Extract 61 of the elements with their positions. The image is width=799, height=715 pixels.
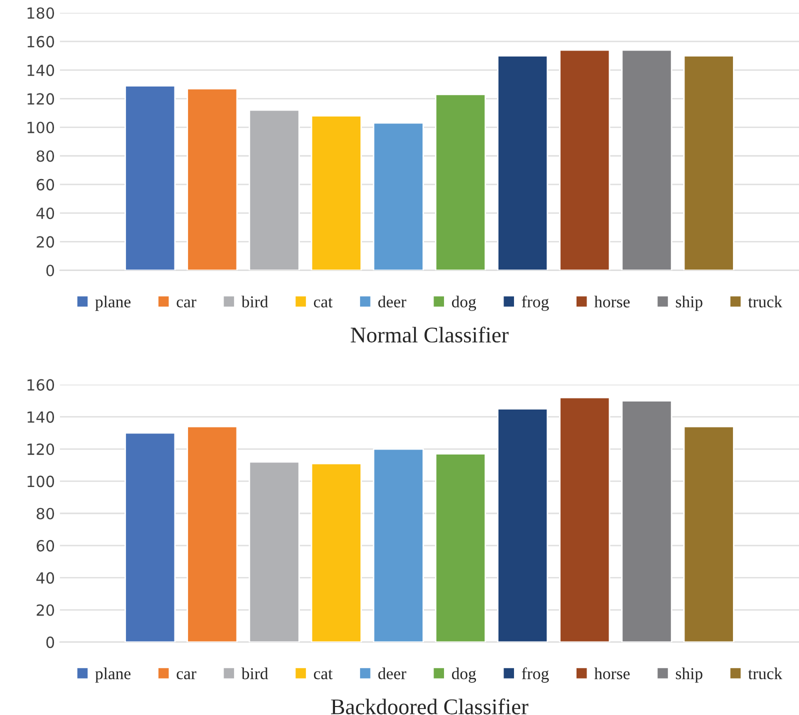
legend-label: frog <box>522 296 549 311</box>
y-tick-label: 160 <box>28 36 54 48</box>
legend-label: deer <box>378 296 406 308</box>
y-tick-label: 80 <box>36 150 54 162</box>
bar <box>310 115 362 270</box>
y-tick-label: 100 <box>28 476 54 488</box>
legend-label: ship <box>676 668 702 683</box>
bar <box>372 122 424 270</box>
legend-label: horse <box>594 296 630 308</box>
bar <box>559 396 610 642</box>
legend-label: frog <box>522 667 549 683</box>
legend-label: dog <box>452 296 476 311</box>
y-tick-label: 180 <box>28 7 54 19</box>
bar <box>683 55 734 270</box>
bar <box>124 85 176 270</box>
y-tick-label: 60 <box>36 540 54 552</box>
text: Normal Classifier <box>350 326 509 343</box>
y-tick-label: 0 <box>46 264 54 276</box>
legend-label: dog <box>452 668 476 683</box>
legend-label: plane <box>95 668 130 683</box>
y-tick-label: 140 <box>28 64 54 76</box>
bar <box>310 462 362 642</box>
y-tick-label: 80 <box>36 508 54 520</box>
bar <box>434 94 486 270</box>
y-tick-label: 160 <box>28 379 54 391</box>
y-tick-label: 120 <box>28 93 54 105</box>
bar <box>559 49 610 270</box>
legend-label: cat <box>314 670 333 680</box>
legend-label: plane <box>95 296 130 311</box>
y-tick-label: 100 <box>28 122 54 134</box>
legend-label: cat <box>314 298 333 308</box>
legend-label: horse <box>594 668 630 680</box>
text: Backdoored Classifier <box>331 698 528 714</box>
bar <box>621 400 672 642</box>
legend-label: bird <box>241 668 268 680</box>
y-tick-label: 60 <box>36 178 54 190</box>
bar <box>372 448 424 642</box>
bar <box>248 109 300 270</box>
bar <box>124 432 176 642</box>
bar <box>434 453 486 642</box>
y-tick-label: 20 <box>36 604 54 616</box>
y-tick-label: 120 <box>28 443 54 456</box>
bar <box>683 426 734 642</box>
y-tick-label: 40 <box>36 208 54 220</box>
y-tick-label: 0 <box>46 636 54 648</box>
legend-label: truck <box>748 296 782 308</box>
bar <box>621 49 672 270</box>
legend-label: ship <box>676 296 702 311</box>
legend-label: car <box>176 671 196 680</box>
bar <box>186 88 238 270</box>
legend-label: bird <box>241 296 268 308</box>
y-tick-label: 20 <box>36 236 54 248</box>
y-tick-label: 40 <box>36 572 54 584</box>
legend-label: car <box>176 299 196 308</box>
legend-label: deer <box>378 668 406 680</box>
bar <box>186 426 238 642</box>
bar <box>497 408 548 642</box>
bar <box>248 461 300 642</box>
y-tick-label: 140 <box>28 411 54 423</box>
legend-label: truck <box>748 668 782 680</box>
bar <box>497 55 548 270</box>
